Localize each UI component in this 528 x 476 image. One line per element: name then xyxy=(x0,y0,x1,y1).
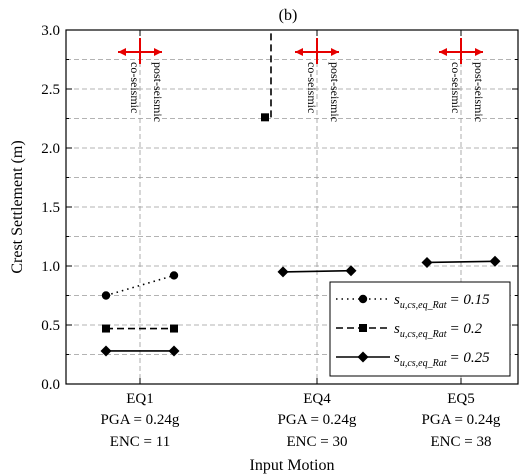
x-tick-label: EQ1 xyxy=(126,391,154,407)
x-tick-enc-label: ENC = 30 xyxy=(287,434,348,450)
phase-marker: co-seismic post-seismic xyxy=(118,38,165,122)
co-seismic-label: co-seismic xyxy=(128,62,142,113)
x-tick-pga-label: PGA = 0.24g xyxy=(278,412,357,428)
y-tick-label: 1.5 xyxy=(41,200,60,216)
co-seismic-label: co-seismic xyxy=(449,62,463,113)
data-point-square xyxy=(261,113,269,122)
data-point-diamond xyxy=(100,345,112,357)
data-point-square xyxy=(102,324,110,333)
legend-entry-label: su,cs,eq_Rat = 0.25 xyxy=(394,350,490,369)
phase-arrow-left xyxy=(439,48,447,56)
x-tick-label: EQ5 xyxy=(447,391,475,407)
phase-arrow-right xyxy=(154,48,162,56)
series-line xyxy=(105,274,175,297)
legend: su,cs,eq_Rat = 0.15 su,cs,eq_Rat = 0.2 su,cs… xyxy=(329,281,511,377)
phase-arrow-right xyxy=(331,48,339,56)
phase-markers: co-seismic post-seismic co-seismic post-sei… xyxy=(118,38,486,122)
post-seismic-label: post-seismic xyxy=(472,62,486,122)
y-tick-label: 1.0 xyxy=(41,259,60,275)
data-point-diamond xyxy=(489,255,501,267)
series-2 xyxy=(102,30,272,333)
y-axis-title: Crest Settlement (m) xyxy=(9,140,26,273)
x-tick-label: EQ4 xyxy=(303,391,331,407)
data-point-diamond xyxy=(168,345,180,357)
y-tick-label: 3.0 xyxy=(41,23,60,39)
series-3 xyxy=(100,255,501,357)
series-line xyxy=(282,269,352,273)
co-seismic-label: co-seismic xyxy=(305,62,319,113)
series-line xyxy=(426,260,496,264)
y-tick-label: 0.5 xyxy=(41,318,60,334)
x-tick-enc-label: ENC = 38 xyxy=(431,434,492,450)
panel-label: (b) xyxy=(279,7,298,24)
phase-marker: co-seismic post-seismic xyxy=(295,38,342,122)
data-point-diamond xyxy=(421,256,433,268)
data-point-circle xyxy=(358,294,368,304)
y-axis: 0.0 0.5 1.0 1.5 2.0 2.5 3.0 xyxy=(41,23,518,393)
phase-arrow-left xyxy=(295,48,303,56)
data-point-square xyxy=(170,324,178,333)
data-point-diamond xyxy=(357,351,369,363)
data-point-diamond xyxy=(345,265,357,277)
data-point-circle xyxy=(101,291,111,300)
data-point-square xyxy=(359,324,367,332)
y-tick-label: 2.5 xyxy=(41,82,60,98)
legend-entry-label: su,cs,eq_Rat = 0.15 xyxy=(394,292,490,311)
data-series xyxy=(100,30,501,357)
y-tick-label: 0.0 xyxy=(41,377,60,393)
legend-entry-label: su,cs,eq_Rat = 0.2 xyxy=(394,321,483,340)
post-seismic-label: post-seismic xyxy=(328,62,342,122)
phase-marker: co-seismic post-seismic xyxy=(439,38,486,122)
phase-arrow-right xyxy=(475,48,483,56)
x-tick-enc-label: ENC = 11 xyxy=(110,434,170,450)
x-tick-pga-label: PGA = 0.24g xyxy=(422,412,501,428)
grid-lines xyxy=(66,30,518,384)
x-axis-title: Input Motion xyxy=(250,457,335,474)
y-tick-label: 2.0 xyxy=(41,141,60,157)
phase-arrow-left xyxy=(118,48,126,56)
post-seismic-label: post-seismic xyxy=(151,62,165,122)
data-point-circle xyxy=(169,271,179,280)
series-1 xyxy=(101,271,179,300)
data-point-diamond xyxy=(277,266,289,278)
x-axis: EQ1 PGA = 0.24g ENC = 11 EQ4 PGA = 0.24g ENC … xyxy=(101,30,501,450)
x-tick-pga-label: PGA = 0.24g xyxy=(101,412,180,428)
